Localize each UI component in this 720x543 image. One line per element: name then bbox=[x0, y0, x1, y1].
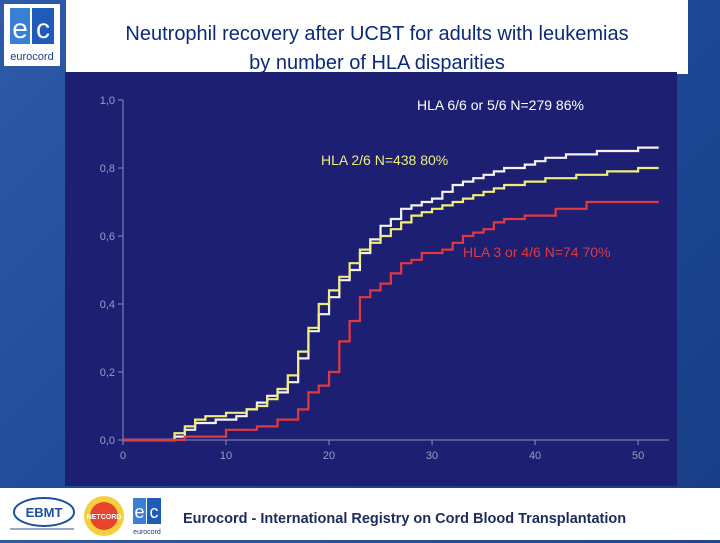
netcord-logo-graphic: NETCORD bbox=[84, 496, 124, 536]
netcord-logo-text: NETCORD bbox=[87, 514, 122, 521]
series-hla-6-6-or-5-6-label: HLA 6/6 or 5/6 N=279 86% bbox=[417, 97, 584, 113]
eurocord-footer-logo: e c eurocord bbox=[130, 496, 164, 538]
slide-title-line-1: Neutrophil recovery after UCBT for adult… bbox=[125, 23, 629, 45]
series-hla-3-or-4-6-line bbox=[123, 200, 659, 442]
ebmt-logo-graphic: EBMT bbox=[10, 497, 75, 530]
series-hla-6-6-or-5-6-line bbox=[123, 146, 659, 442]
x-tick-label: 10 bbox=[220, 450, 232, 462]
svg-text:e: e bbox=[134, 502, 144, 522]
netcord-logo: NETCORD bbox=[82, 494, 126, 538]
y-tick-label: 0,4 bbox=[100, 299, 115, 311]
footer-registry-text: Eurocord - International Registry on Cor… bbox=[183, 511, 627, 527]
slide-title: Neutrophil recovery after UCBT for adult… bbox=[66, 20, 688, 78]
ebmt-logo-text: EBMT bbox=[26, 505, 63, 520]
x-tick-label: 50 bbox=[632, 450, 644, 462]
eurocord-logo-text: eurocord bbox=[10, 51, 53, 63]
series-hla-2-6-line bbox=[123, 166, 659, 442]
title-background bbox=[66, 0, 688, 74]
y-tick-label: 0,0 bbox=[100, 435, 115, 447]
series-hla-3-or-4-6-label: HLA 3 or 4/6 N=74 70% bbox=[463, 244, 611, 260]
eurocord-footer-logo-graphic: e c eurocord bbox=[133, 498, 161, 536]
y-tick-label: 0,2 bbox=[100, 367, 115, 379]
y-tick-label: 0,6 bbox=[100, 231, 115, 243]
y-tick-label: 1,0 bbox=[100, 95, 115, 107]
ebmt-logo: EBMT bbox=[4, 494, 80, 536]
eurocord-logo: e c eurocord bbox=[4, 4, 60, 66]
svg-text:e: e bbox=[12, 13, 28, 44]
x-tick-label: 40 bbox=[529, 450, 541, 462]
kaplan-meier-chart: 0,0 0,2 0,4 0,6 0,8 1,0 0 10 20 30 40 50 HLA 6/6 or … bbox=[100, 95, 669, 462]
svg-text:c: c bbox=[36, 13, 50, 44]
eurocord-footer-logo-text: eurocord bbox=[133, 529, 161, 536]
slide-title-line-2: by number of HLA disparities bbox=[249, 52, 505, 74]
x-tick-label: 30 bbox=[426, 450, 438, 462]
series-hla-2-6-label: HLA 2/6 N=438 80% bbox=[321, 152, 448, 168]
svg-text:c: c bbox=[150, 502, 159, 522]
x-tick-label: 0 bbox=[120, 450, 126, 462]
y-tick-label: 0,8 bbox=[100, 163, 115, 175]
eurocord-logo-graphic: e c eurocord bbox=[10, 8, 54, 63]
x-tick-label: 20 bbox=[323, 450, 335, 462]
chart-panel: 0,0 0,2 0,4 0,6 0,8 1,0 0 10 20 30 40 50 HLA 6/6 or … bbox=[65, 72, 677, 486]
